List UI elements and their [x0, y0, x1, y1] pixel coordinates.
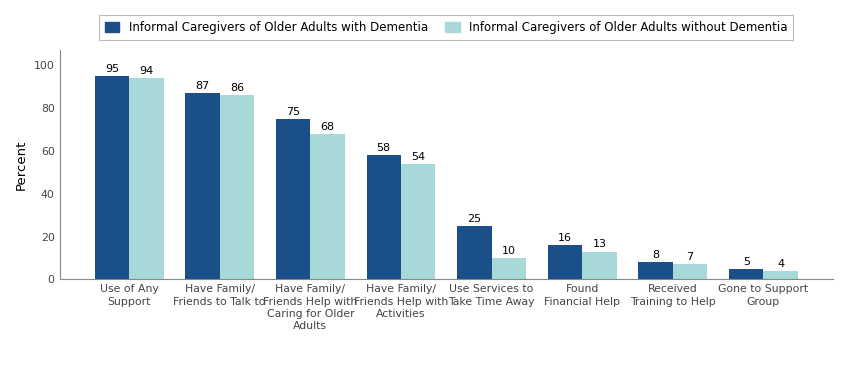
Legend: Informal Caregivers of Older Adults with Dementia, Informal Caregivers of Older : Informal Caregivers of Older Adults with…	[99, 15, 793, 40]
Y-axis label: Percent: Percent	[15, 140, 28, 190]
Bar	[582, 251, 616, 279]
Text: 7: 7	[687, 252, 694, 262]
Text: 95: 95	[105, 64, 119, 74]
Bar	[219, 95, 254, 279]
Bar	[366, 155, 401, 279]
Bar	[763, 271, 798, 279]
Text: 75: 75	[286, 107, 300, 117]
Bar	[310, 134, 345, 279]
Text: 86: 86	[230, 83, 244, 93]
Bar	[638, 262, 673, 279]
Bar	[94, 76, 129, 279]
Text: 58: 58	[377, 143, 391, 153]
Bar	[185, 93, 219, 279]
Bar	[457, 226, 491, 279]
Bar	[491, 258, 526, 279]
Text: 4: 4	[777, 259, 785, 268]
Bar	[276, 119, 310, 279]
Text: 13: 13	[592, 239, 606, 249]
Text: 94: 94	[139, 66, 154, 76]
Bar	[673, 264, 707, 279]
Bar	[729, 268, 763, 279]
Bar	[547, 245, 582, 279]
Text: 68: 68	[320, 122, 335, 132]
Bar	[129, 78, 163, 279]
Text: 25: 25	[468, 214, 481, 224]
Text: 10: 10	[502, 246, 516, 256]
Text: 5: 5	[743, 256, 750, 267]
Bar	[401, 164, 435, 279]
Text: 16: 16	[558, 233, 572, 243]
Text: 87: 87	[196, 81, 210, 91]
Text: 8: 8	[652, 250, 659, 260]
Text: 54: 54	[411, 152, 425, 162]
